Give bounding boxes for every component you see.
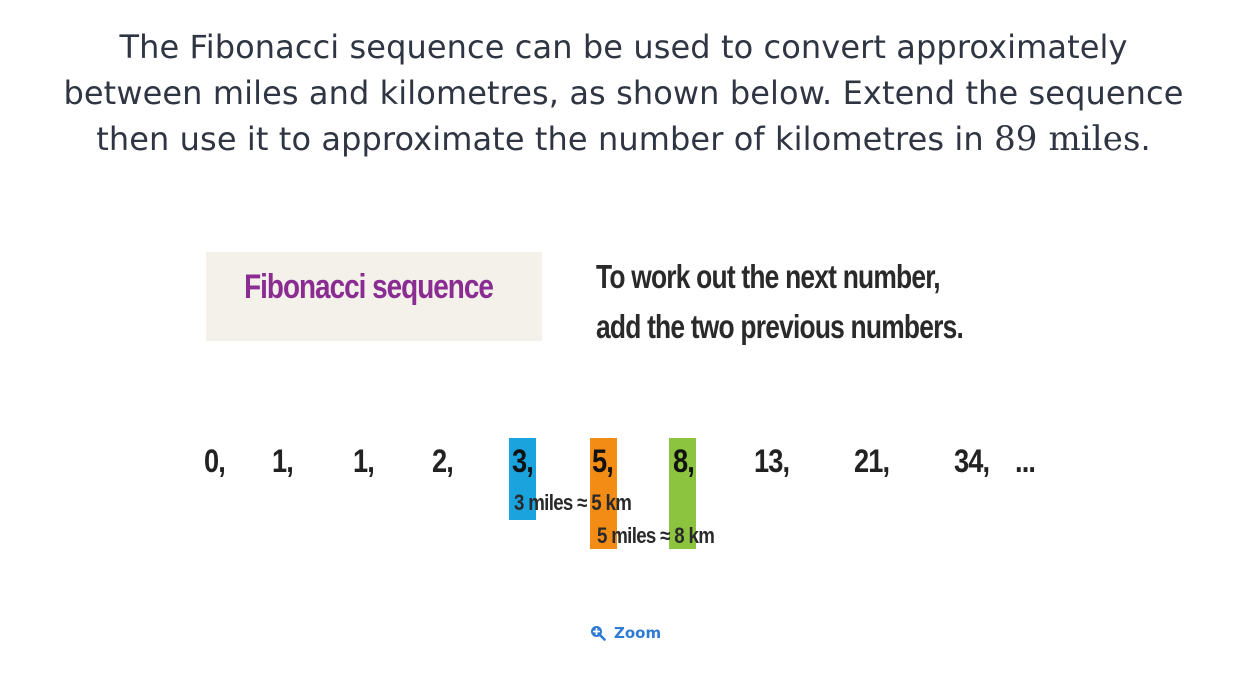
sequence-number: 34,	[954, 443, 990, 479]
zoom-in-icon	[591, 626, 606, 641]
highlight-bar-three	[509, 438, 536, 520]
question-line-3-prefix: then use it to approximate the number of…	[96, 120, 995, 158]
rule-line-1: To work out the next number,	[596, 258, 941, 295]
question-line-3-suffix: .	[1140, 120, 1151, 158]
highlight-bar-five	[590, 438, 617, 549]
rule-line-2: add the two previous numbers.	[596, 308, 964, 345]
sequence-number: 0,	[204, 443, 226, 479]
zoom-button[interactable]: Zoom	[590, 624, 661, 642]
sequence-ellipsis: ...	[1015, 443, 1036, 479]
sequence-number: 5,	[592, 443, 614, 479]
fibonacci-title: Fibonacci sequence	[244, 268, 494, 306]
highlight-bar-eight	[669, 438, 696, 549]
question-line-3: then use it to approximate the number of…	[40, 116, 1207, 162]
rule-text: To work out the next number, add the two…	[596, 252, 964, 352]
sequence-number: 1,	[353, 443, 375, 479]
fibonacci-title-box	[206, 252, 542, 341]
sequence-number: 2,	[432, 443, 454, 479]
sequence-number: 21,	[854, 443, 890, 479]
question-text: The Fibonacci sequence can be used to co…	[40, 24, 1207, 162]
question-line-2: between miles and kilometres, as shown b…	[63, 74, 1184, 112]
sequence-number: 3,	[512, 443, 534, 479]
conversion-five-miles: 5 miles ≈ 8 km	[597, 523, 715, 548]
question-line-1: The Fibonacci sequence can be used to co…	[119, 28, 1128, 66]
zoom-label: Zoom	[614, 624, 662, 642]
conversion-three-miles: 3 miles ≈ 5 km	[514, 490, 632, 515]
sequence-number: 1,	[272, 443, 294, 479]
sequence-number: 8,	[673, 443, 695, 479]
question-distance-math: 89 miles	[994, 119, 1141, 159]
sequence-number: 13,	[754, 443, 790, 479]
